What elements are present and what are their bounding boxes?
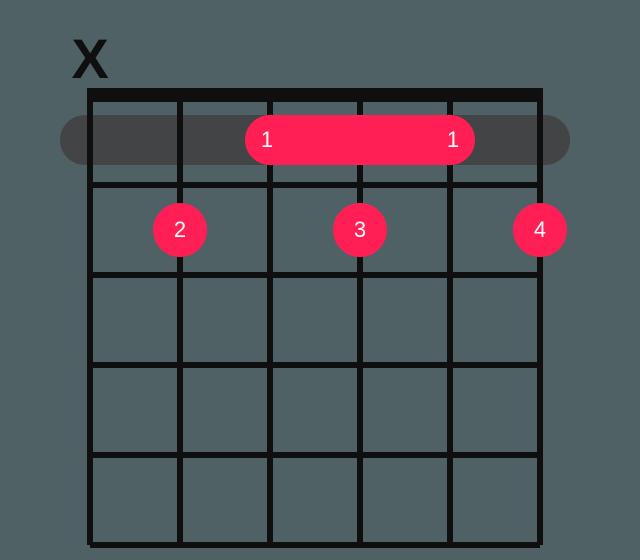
finger-dot (333, 203, 387, 257)
mute-marker: X (72, 26, 109, 91)
barre (245, 115, 475, 165)
chord-diagram: 11234X (0, 0, 640, 560)
finger-dot (513, 203, 567, 257)
finger-dot (153, 203, 207, 257)
